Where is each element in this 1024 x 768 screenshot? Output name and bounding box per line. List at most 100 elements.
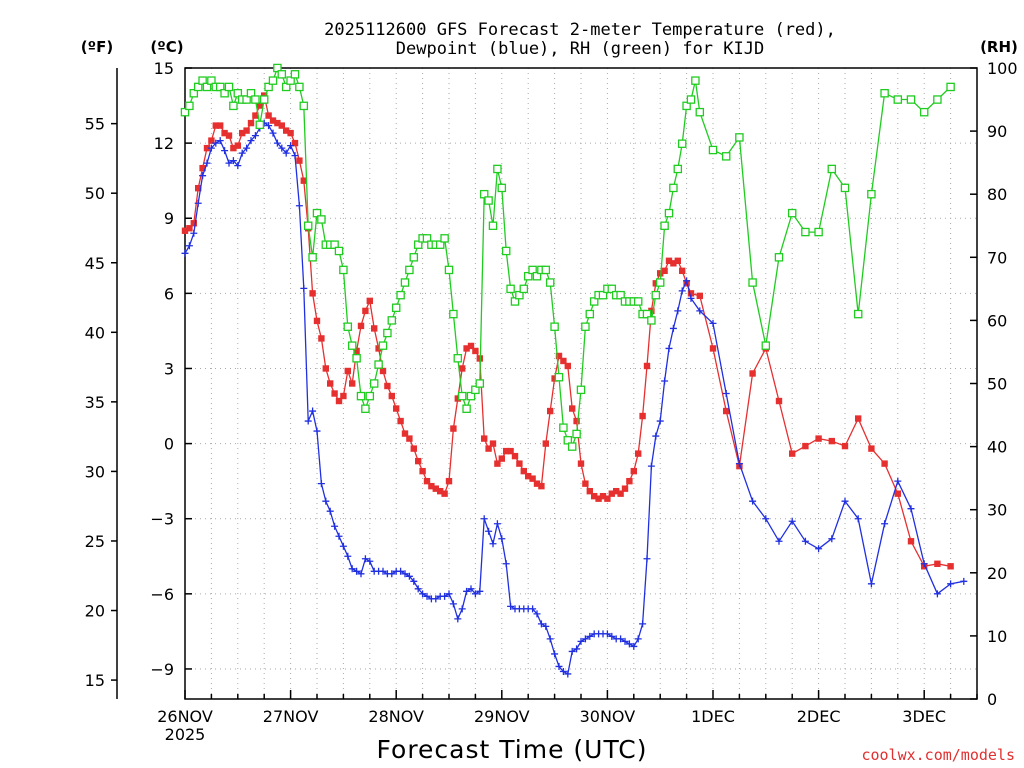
fahrenheit-tick-label: 55	[85, 115, 105, 134]
dewpoint-point	[652, 432, 660, 440]
temperature-point	[626, 477, 633, 485]
gridlines	[185, 68, 977, 699]
dewpoint-point	[432, 595, 440, 603]
dewpoint-point	[234, 162, 242, 170]
rh-point	[933, 95, 942, 104]
dewpoint-point	[568, 647, 576, 655]
rh-point	[233, 88, 243, 98]
dewpoint-point	[683, 277, 691, 285]
rh-point	[400, 278, 410, 287]
rh-point	[330, 240, 339, 249]
dewpoint-point	[357, 570, 365, 578]
series-dewpoint	[181, 119, 968, 678]
rh-point	[374, 360, 383, 369]
rh-point	[906, 95, 916, 104]
dewpoint-point	[463, 587, 471, 595]
temperature-point	[362, 307, 369, 315]
temperature-point	[247, 119, 255, 127]
temperature-point	[665, 257, 673, 265]
temperature-point	[573, 417, 580, 425]
temperature-point	[564, 362, 571, 370]
temperature-point	[709, 345, 717, 352]
rh-point	[343, 322, 353, 331]
rh-tick-label: 20	[987, 564, 1007, 583]
dewpoint-point	[669, 324, 677, 332]
dewpoint-point	[295, 202, 303, 210]
temperature-point	[322, 365, 329, 372]
temperature-point	[569, 405, 576, 412]
rh-point	[589, 297, 599, 306]
dewpoint-point	[815, 545, 823, 553]
dewpoint-point	[841, 497, 849, 505]
rh-point	[391, 303, 401, 313]
temperature-point	[208, 137, 215, 144]
temperature-point	[775, 397, 783, 405]
dewpoint-point	[577, 637, 585, 645]
rh-point	[255, 120, 265, 130]
temperature-point	[934, 560, 941, 567]
dewpoint-point	[489, 540, 497, 548]
dewpoint-point	[265, 122, 273, 130]
rh-point	[801, 227, 810, 237]
rh-point	[273, 63, 282, 73]
rh-point	[748, 278, 757, 287]
dewpoint-point	[542, 622, 550, 630]
rh-point	[523, 271, 533, 281]
temperature-point	[529, 475, 536, 482]
dewpoint-point	[397, 567, 405, 575]
rh-tick-label: 50	[987, 375, 1007, 394]
dewpoint-point	[353, 567, 361, 575]
dewpoint-point	[379, 567, 387, 575]
dewpoint-point	[555, 662, 563, 670]
temperature-point	[252, 112, 259, 119]
dewpoint-point	[586, 632, 594, 640]
rh-point	[585, 309, 595, 319]
rh-point	[277, 70, 287, 79]
dewpoint-point	[634, 635, 642, 643]
temperature-point	[287, 129, 294, 137]
rh-point	[440, 234, 449, 243]
rh-point	[655, 278, 665, 287]
dewpoint-point	[287, 142, 295, 150]
dewpoint-point	[361, 555, 369, 563]
tick-labels: 15129630−3−6−955504540353025201510090807…	[85, 59, 1018, 744]
rh-point	[295, 82, 304, 92]
temperature-point	[296, 157, 303, 164]
temperature-point	[511, 452, 519, 460]
temperature-point	[604, 495, 611, 502]
rh-point	[215, 82, 225, 92]
rh-point	[259, 95, 269, 104]
temperature-point	[481, 435, 488, 442]
rh-point	[378, 341, 388, 350]
x-tick-label: 26NOV	[157, 707, 213, 726]
dewpoint-point	[304, 417, 312, 425]
temperature-point	[195, 184, 202, 192]
temperature-point	[190, 220, 197, 227]
rh-point	[180, 107, 190, 117]
rh-point	[581, 322, 590, 331]
celsius-tick-label: 3	[164, 359, 174, 378]
dewpoint-point	[309, 407, 317, 415]
temperature-point	[542, 440, 549, 447]
temperature-point	[239, 129, 246, 137]
dewpoint-point	[533, 610, 541, 618]
dewpoint-point	[243, 144, 251, 152]
rh-point	[691, 76, 700, 85]
dewpoint-point	[471, 590, 479, 598]
temperature-point	[652, 280, 659, 287]
rh-tick-label: 0	[987, 690, 997, 709]
temperature-point	[300, 177, 307, 184]
rh-point	[541, 265, 551, 275]
temperature-point	[401, 430, 409, 437]
dewpoint-point	[348, 565, 356, 573]
dewpoint-point	[291, 152, 299, 160]
dewpoint-point	[221, 147, 229, 155]
rh-point	[312, 208, 322, 218]
rh-point	[462, 404, 471, 413]
rh-point	[317, 215, 326, 224]
rh-point	[475, 379, 485, 388]
dewpoint-point	[410, 577, 418, 585]
temperature-point	[841, 442, 849, 450]
rh-point	[616, 290, 625, 300]
rh-tick-label: 70	[987, 248, 1007, 267]
